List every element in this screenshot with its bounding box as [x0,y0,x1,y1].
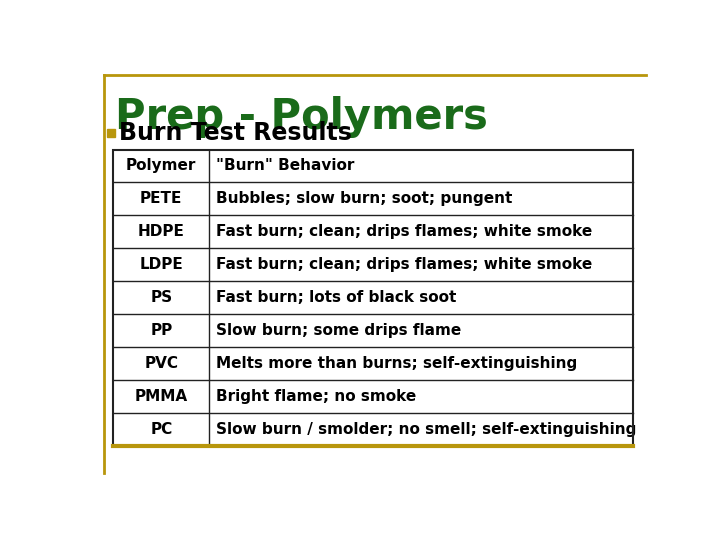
Bar [107,130,114,137]
Bar [113,413,632,446]
Bar [113,150,632,446]
Text: LDPE: LDPE [140,257,183,272]
Text: Fast burn; clean; drips flames; white smoke: Fast burn; clean; drips flames; white sm… [215,224,592,239]
Bar [113,314,632,347]
Bar [113,248,632,281]
Bar [113,150,632,183]
Text: Fast burn; clean; drips flames; white smoke: Fast burn; clean; drips flames; white sm… [215,257,592,272]
Text: HDPE: HDPE [138,224,185,239]
Bar [113,380,632,413]
Text: PP: PP [150,323,172,338]
Text: Slow burn / smolder; no smell; self-extinguishing: Slow burn / smolder; no smell; self-exti… [215,422,636,437]
Text: PMMA: PMMA [135,389,188,404]
Text: Burn Test Results: Burn Test Results [120,122,352,145]
Text: Bright flame; no smoke: Bright flame; no smoke [215,389,415,404]
Text: PVC: PVC [144,356,179,371]
Text: Polymer: Polymer [126,158,197,173]
Text: PC: PC [150,422,172,437]
Text: Bubbles; slow burn; soot; pungent: Bubbles; slow burn; soot; pungent [215,191,512,206]
Text: PS: PS [150,290,172,305]
Bar [113,281,632,314]
Bar [113,183,632,215]
Text: Prep - Polymers: Prep - Polymers [114,96,487,138]
Text: PETE: PETE [140,191,182,206]
Text: Slow burn; some drips flame: Slow burn; some drips flame [215,323,461,338]
Text: Melts more than burns; self-extinguishing: Melts more than burns; self-extinguishin… [215,356,577,371]
Bar [113,215,632,248]
Bar [113,347,632,380]
Text: Fast burn; lots of black soot: Fast burn; lots of black soot [215,290,456,305]
Text: "Burn" Behavior: "Burn" Behavior [215,158,354,173]
